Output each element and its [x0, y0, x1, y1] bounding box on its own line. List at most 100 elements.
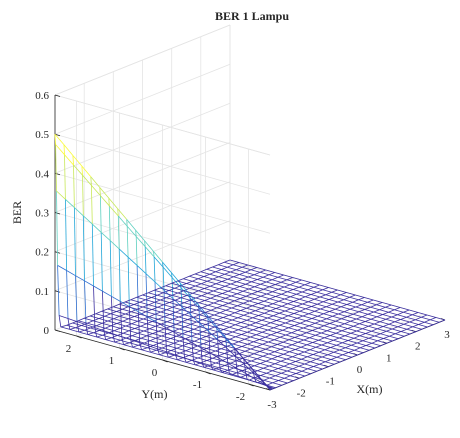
mesh-line [368, 300, 374, 302]
mesh-line [183, 279, 192, 282]
mesh-line [283, 342, 292, 345]
mesh-line [273, 383, 282, 386]
mesh-line [430, 320, 439, 323]
mesh-line [64, 145, 73, 156]
mesh-line [291, 309, 300, 312]
mesh-line [173, 307, 182, 310]
mesh-line [256, 320, 262, 322]
mesh-line [287, 292, 296, 295]
mesh-line [255, 311, 264, 314]
mesh-line [190, 312, 199, 315]
mesh-line [404, 334, 410, 336]
y-axis-label: Y(m) [142, 387, 168, 401]
mesh-line [351, 331, 357, 333]
mesh-line [258, 304, 267, 307]
mesh-line [295, 347, 301, 349]
mesh-line [327, 331, 336, 334]
mesh-line [173, 319, 182, 322]
mesh-line [360, 346, 366, 348]
mesh-line [348, 329, 357, 332]
mesh-line [195, 351, 201, 353]
mesh-line [210, 272, 216, 274]
mesh-line [308, 290, 317, 293]
mesh-line [144, 329, 150, 331]
mesh-line [274, 340, 283, 343]
mesh-line [149, 302, 155, 304]
mesh-line [268, 330, 277, 333]
mesh-line [322, 355, 328, 357]
mesh-line [150, 350, 156, 352]
mesh-line [410, 322, 419, 325]
mesh-line [137, 265, 146, 273]
mesh-line [177, 346, 183, 348]
mesh-line [283, 330, 292, 333]
mesh-line [307, 333, 316, 336]
mesh-line [341, 293, 347, 295]
mesh-line [386, 317, 392, 319]
mesh-line [300, 309, 306, 311]
mesh-line [129, 343, 138, 346]
mesh-line [356, 317, 362, 319]
mesh-line [193, 293, 202, 296]
mesh-line [222, 279, 228, 281]
mesh-line [439, 320, 445, 322]
mesh-line [268, 328, 274, 330]
mesh-line [222, 361, 231, 364]
mesh-line [208, 303, 214, 305]
mesh-line [331, 360, 340, 363]
mesh-line [321, 321, 330, 324]
mesh-line [344, 297, 350, 299]
mesh-line [321, 333, 330, 336]
mesh-line [340, 350, 349, 353]
mesh-line [274, 337, 280, 339]
mesh-line [309, 314, 318, 317]
mesh-line [273, 289, 279, 291]
mesh-line [330, 336, 339, 339]
mesh-line [271, 321, 277, 323]
mesh-line [120, 301, 122, 336]
mesh-line [419, 322, 425, 324]
mesh-line [383, 315, 392, 318]
mesh-line [260, 364, 269, 367]
mesh-line [212, 346, 221, 349]
mesh-line [229, 327, 238, 330]
mesh-line [324, 338, 333, 341]
mesh-line [303, 316, 312, 319]
mesh-line [371, 317, 377, 319]
mesh-line [356, 319, 365, 322]
mesh-line [234, 289, 243, 292]
mesh-line [267, 306, 276, 309]
mesh-line [365, 319, 371, 321]
mesh-line [229, 313, 235, 315]
mesh-line [207, 361, 216, 364]
mesh-line [401, 329, 407, 331]
mesh-line [119, 249, 128, 257]
mesh-line [317, 292, 326, 295]
mesh-line [288, 302, 294, 304]
mesh-line [299, 285, 305, 287]
mesh-line [167, 310, 176, 313]
mesh-line [133, 345, 139, 347]
mesh-line [122, 307, 128, 309]
mesh-line [313, 340, 319, 342]
mesh-line [182, 322, 191, 325]
mesh-line [363, 326, 369, 328]
mesh-line [96, 323, 102, 325]
mesh-line [343, 355, 352, 358]
mesh-line [404, 322, 410, 324]
mesh-line [223, 315, 229, 317]
mesh-line [65, 155, 74, 165]
mesh-line [262, 318, 268, 320]
mesh-line [161, 310, 167, 312]
mesh-line [305, 362, 311, 364]
mesh-line [125, 300, 131, 302]
mesh-line [250, 311, 256, 313]
mesh-line [324, 326, 333, 329]
mesh-line [112, 336, 118, 338]
mesh-line [198, 356, 204, 358]
mesh-line [194, 327, 200, 329]
mesh-line [335, 297, 344, 300]
mesh-line [286, 333, 292, 335]
mesh-line [301, 345, 307, 347]
mesh-line [310, 350, 319, 353]
